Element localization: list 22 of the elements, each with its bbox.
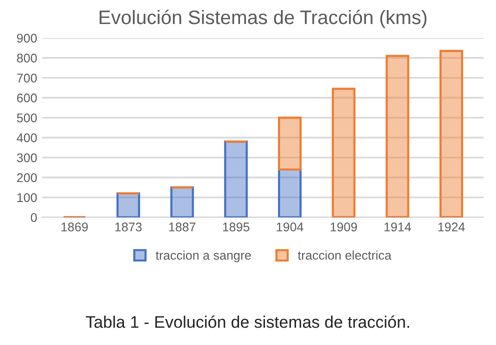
y-tick-label: 0	[30, 213, 37, 222]
x-tick-label: 1873	[115, 222, 142, 232]
x-tick-label: 1924	[438, 222, 465, 232]
y-tick-label: 700	[17, 74, 37, 82]
y-tick-label: 500	[16, 113, 37, 122]
chart-title: Evolución Sistemas de Tracción (kms)	[100, 10, 426, 28]
x-tick-label: 1909	[330, 222, 357, 232]
y-tick-label: 400	[16, 133, 37, 142]
y-tick-label: 200	[17, 173, 37, 182]
legend-label: traccion electrica	[298, 250, 392, 260]
x-tick-label: 1869	[62, 222, 88, 232]
y-tick-label: 900	[17, 34, 37, 43]
x-tick-label: 1914	[384, 222, 412, 232]
x-tick-label: 1887	[169, 222, 196, 232]
legend-label: traccion a sangre	[156, 250, 251, 262]
text: Tabla 1 - Evolución de sistemas de tracción.	[86, 315, 410, 328]
y-tick-label: 100	[17, 193, 37, 202]
x-tick-label: 1895	[223, 222, 250, 232]
y-tick-label: 600	[17, 94, 37, 102]
x-tick-label: 1904	[276, 222, 304, 232]
y-tick-label: 300	[16, 153, 37, 162]
y-tick-label: 800	[16, 54, 37, 63]
